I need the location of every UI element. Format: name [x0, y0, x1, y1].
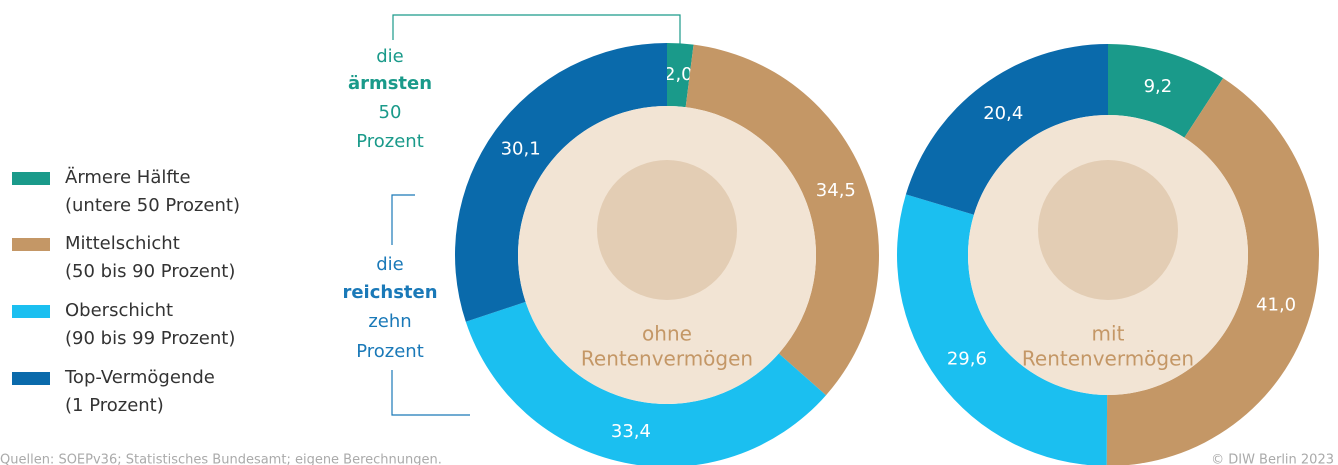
value-label: 9,2: [1144, 76, 1173, 97]
icon: [597, 160, 737, 300]
legend-note: (1 Prozent): [65, 395, 164, 416]
annotation: Prozent: [356, 341, 424, 362]
bracket: [392, 195, 415, 245]
value-label: 41,0: [1256, 294, 1296, 315]
legend-swatch: [12, 372, 50, 385]
legend-label: Ärmere Hälfte: [65, 167, 191, 188]
legend-label: Top-Vermögende: [64, 367, 215, 388]
center-label: mit: [1092, 322, 1125, 346]
chart: Quellen: SOEPv36; Statistisches Bundesam…: [0, 0, 1338, 465]
annotation: zehn: [368, 311, 411, 332]
legend-note: (50 bis 90 Prozent): [65, 261, 235, 282]
value-label: 2,0: [664, 64, 693, 85]
value-label: 20,4: [983, 103, 1023, 124]
annotation: 50: [379, 102, 402, 123]
icon: [1038, 160, 1178, 300]
legend-swatch: [12, 238, 50, 251]
legend-label: Mittelschicht: [65, 233, 180, 254]
copyright: © DIW Berlin 2023: [1211, 453, 1334, 465]
center-label: Rentenvermögen: [1022, 347, 1194, 371]
bracket: [392, 370, 470, 415]
source: Quellen: SOEPv36; Statistisches Bundesam…: [0, 453, 442, 465]
value-label: 29,6: [947, 348, 987, 369]
legend-note: (untere 50 Prozent): [65, 195, 240, 216]
center-label: Rentenvermögen: [581, 347, 753, 371]
legend-note: (90 bis 99 Prozent): [65, 328, 235, 349]
legend-swatch: [12, 305, 50, 318]
annotation: ärmsten: [348, 73, 432, 94]
bracket: [393, 15, 680, 44]
center-label: ohne: [642, 322, 692, 346]
value-label: 30,1: [501, 138, 541, 159]
annotation: Prozent: [356, 131, 424, 152]
annotation: die: [376, 254, 404, 275]
value-label: 33,4: [611, 421, 651, 442]
annotation: die: [376, 46, 404, 67]
legend-label: Oberschicht: [65, 300, 173, 321]
legend-swatch: [12, 172, 50, 185]
value-label: 34,5: [816, 180, 856, 201]
annotation: reichsten: [342, 282, 437, 303]
